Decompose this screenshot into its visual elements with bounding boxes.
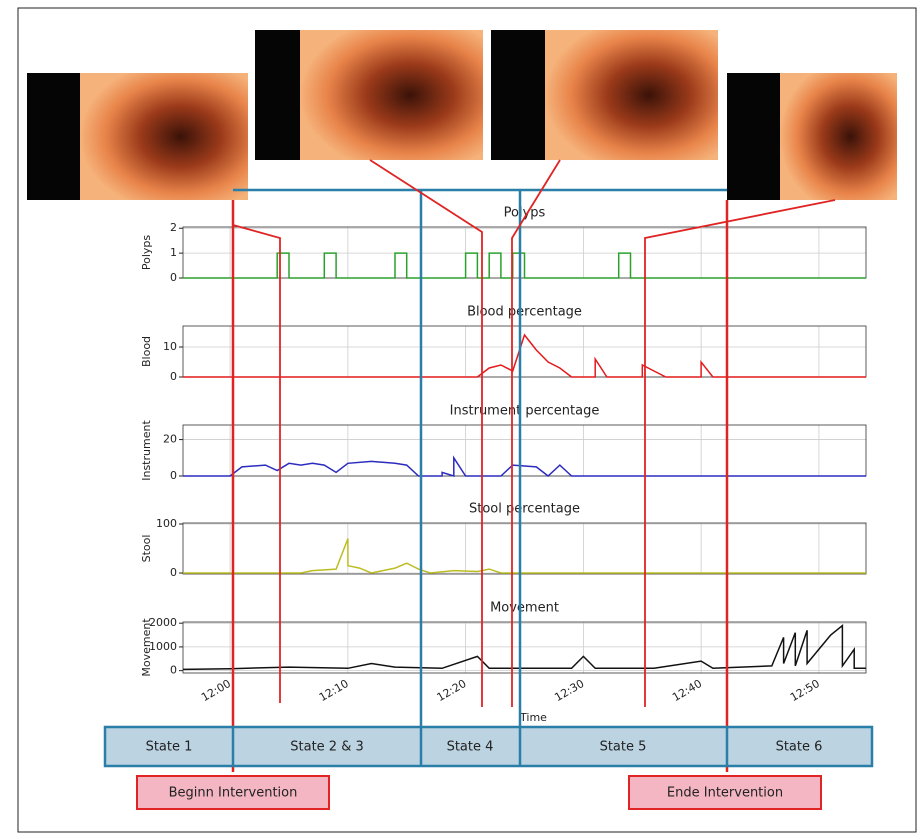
state-label: State 4 bbox=[447, 740, 494, 755]
panel-title: Blood percentage bbox=[467, 305, 582, 320]
data-line bbox=[183, 253, 866, 278]
y-tick-label: 10 bbox=[163, 340, 177, 353]
y-tick-label: 100 bbox=[156, 517, 177, 530]
data-line bbox=[183, 335, 866, 377]
panel-title: Stool percentage bbox=[469, 502, 580, 517]
plot-frame bbox=[183, 622, 866, 673]
y-axis-label: Polyps bbox=[140, 235, 153, 271]
state-label: State 1 bbox=[146, 740, 193, 755]
y-tick-label: 2 bbox=[170, 221, 177, 234]
y-tick-label: 0 bbox=[170, 271, 177, 284]
state-bar: State 1 State 2 & 3 State 4 State 5 Stat… bbox=[105, 727, 872, 766]
x-axis-label: Time bbox=[519, 711, 547, 724]
plot-frame bbox=[183, 425, 866, 476]
state-label: State 5 bbox=[600, 740, 647, 755]
x-tick-label: 12:20 bbox=[435, 677, 469, 704]
y-tick-label: 0 bbox=[170, 664, 177, 677]
state-label: State 2 & 3 bbox=[290, 740, 364, 755]
y-tick-label: 20 bbox=[163, 433, 177, 446]
data-line bbox=[183, 458, 866, 476]
y-axis-label: Instrument bbox=[140, 420, 153, 481]
y-tick-label: 0 bbox=[170, 370, 177, 383]
y-tick-label: 1 bbox=[170, 246, 177, 259]
y-axis-label: Stool bbox=[140, 535, 153, 563]
panel-title: Movement bbox=[490, 601, 559, 616]
red-line bbox=[370, 160, 482, 707]
blue-line bbox=[421, 190, 520, 766]
endoscopy-images bbox=[27, 30, 897, 200]
x-tick-label: 12:40 bbox=[670, 677, 704, 704]
image-tissue bbox=[80, 73, 248, 200]
x-tick-label: 12:50 bbox=[788, 677, 822, 704]
x-tick-label: 12:30 bbox=[552, 677, 586, 704]
annotation: Ende Intervention bbox=[667, 786, 783, 801]
annotation: Beginn Intervention bbox=[169, 786, 298, 801]
data-line bbox=[183, 539, 866, 573]
red-line bbox=[233, 225, 280, 703]
x-tick-label: 12:00 bbox=[199, 677, 233, 704]
y-tick-label: 1000 bbox=[149, 640, 177, 653]
y-tick-label: 0 bbox=[170, 566, 177, 579]
y-tick-label: 0 bbox=[170, 469, 177, 482]
figure: PolypsPolyps012Blood percentageBlood010I… bbox=[0, 0, 918, 833]
image-tissue bbox=[780, 73, 897, 200]
panel-title: Instrument percentage bbox=[450, 404, 600, 419]
image-tissue bbox=[545, 30, 718, 160]
state-label: State 6 bbox=[776, 740, 823, 755]
y-axis-label: Blood bbox=[140, 336, 153, 367]
plot-frame bbox=[183, 523, 866, 574]
x-tick-label: 12:10 bbox=[317, 677, 351, 704]
red-line bbox=[233, 200, 727, 772]
y-tick-label: 2000 bbox=[149, 616, 177, 629]
annotations: Beginn Intervention Ende Intervention bbox=[137, 776, 821, 809]
image-tissue bbox=[300, 30, 483, 160]
data-line bbox=[183, 626, 866, 670]
plot-frame bbox=[183, 326, 866, 377]
